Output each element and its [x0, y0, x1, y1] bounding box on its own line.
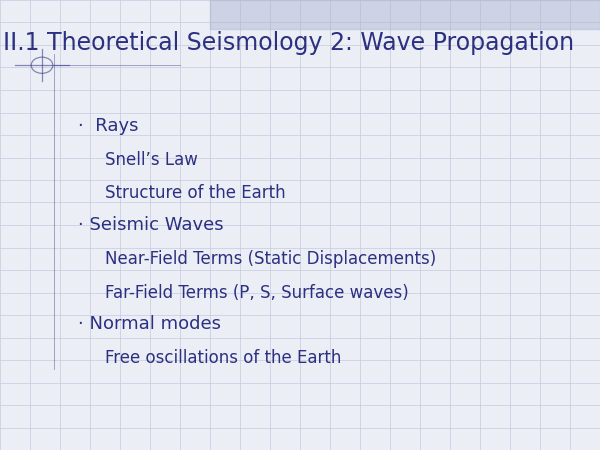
Text: · Seismic Waves: · Seismic Waves	[78, 216, 224, 234]
Text: II.1 Theoretical Seismology 2: Wave Propagation: II.1 Theoretical Seismology 2: Wave Prop…	[3, 31, 574, 55]
Text: ·  Rays: · Rays	[78, 117, 139, 135]
Text: Structure of the Earth: Structure of the Earth	[105, 184, 286, 202]
Text: · Normal modes: · Normal modes	[78, 315, 221, 333]
Bar	[210, 0, 600, 29]
Text: Far-Field Terms (P, S, Surface waves): Far-Field Terms (P, S, Surface waves)	[105, 284, 409, 302]
Text: Near-Field Terms (Static Displacements): Near-Field Terms (Static Displacements)	[105, 250, 436, 268]
Text: Snell’s Law: Snell’s Law	[105, 151, 198, 169]
Text: Free oscillations of the Earth: Free oscillations of the Earth	[105, 349, 341, 367]
